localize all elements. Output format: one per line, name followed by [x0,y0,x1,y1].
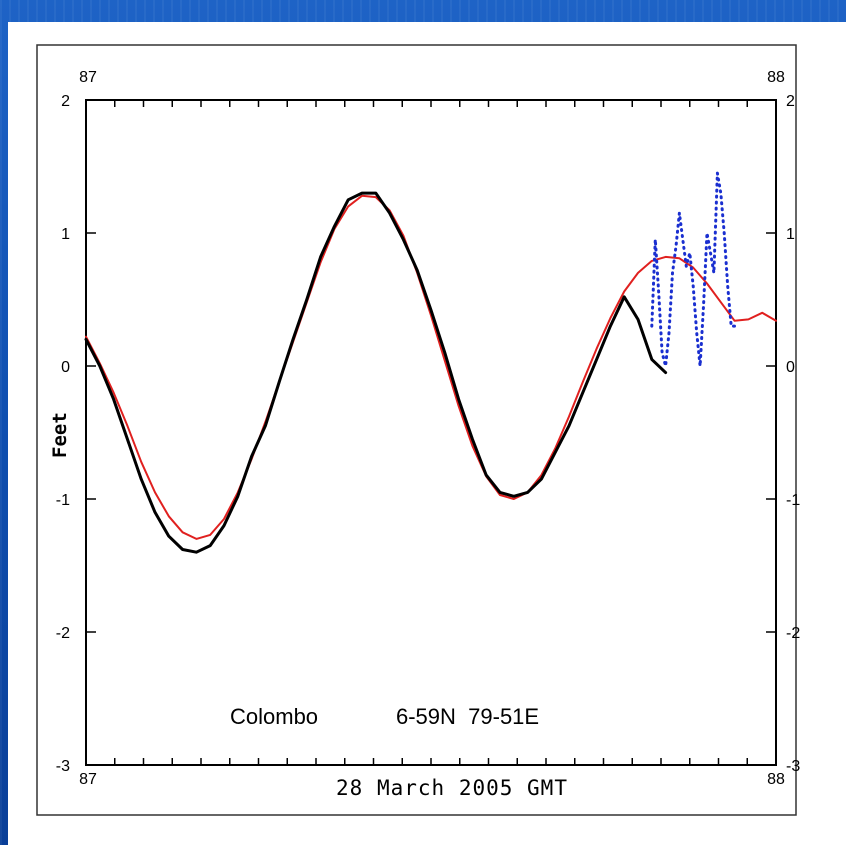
y-tick-label-right: -2 [786,625,800,642]
y-tick-label-left: 0 [61,359,70,376]
y-tick-label-left: 1 [61,226,70,243]
y-tick-label-right: -1 [786,492,800,509]
y-tick-label-right: 2 [786,93,795,110]
chart-panel [8,22,846,845]
x-axis-title: 28 March 2005 GMT [336,776,568,800]
y-ticks-left [86,99,96,766]
y-ticks-right [766,99,776,766]
y-tick-labels-left: 2 1 0 -1 -2 -3 [56,93,70,775]
y-tick-labels-right: 2 1 0 -1 -2 -3 [786,93,800,775]
y-tick-label-left: 2 [61,93,70,110]
panel-border [36,44,797,816]
y-tick-label-right: -3 [786,758,800,775]
series-line-0 [85,194,777,540]
y-tick-label-right: 0 [786,359,795,376]
series-layer [84,171,777,554]
x-tick-label-bottom-right: 88 [767,771,785,788]
x-ticks [114,100,748,765]
y-axis-title: Feet [49,412,71,458]
x-tick-label-top-left: 87 [79,69,97,86]
series-line-1 [84,191,668,554]
y-tick-label-right: 1 [786,226,795,243]
series-line-2 [650,171,737,368]
y-tick-label-left: -2 [56,625,70,642]
x-tick-label-top-right: 88 [767,69,785,86]
y-tick-label-left: -3 [56,758,70,775]
station-coordinates: 6-59N 79-51E [396,704,539,729]
station-name: Colombo [230,704,318,729]
y-tick-label-left: -1 [56,492,70,509]
plot-frame [85,99,777,766]
x-tick-label-bottom-left: 87 [79,771,97,788]
